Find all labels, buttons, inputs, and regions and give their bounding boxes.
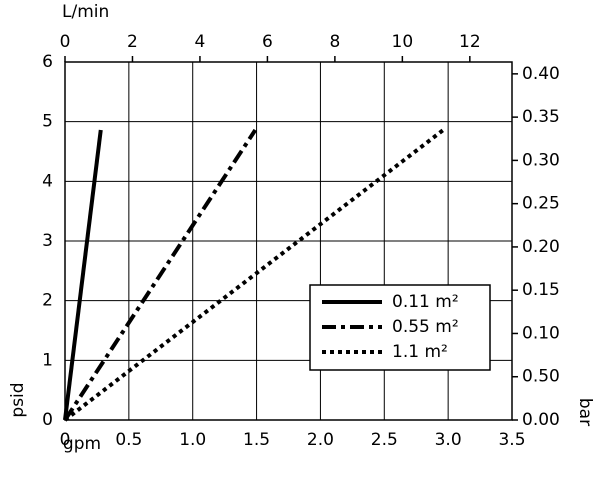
x2-tick-label: 2 [127,32,138,52]
y2-tick-label: 0.15 [522,280,560,300]
x-axis-label: gpm [63,434,101,454]
y-tick-label: 3 [42,231,53,251]
y-tick-label: 6 [42,52,53,72]
x2-tick-label: 6 [262,32,273,52]
y2-tick-label: 0.35 [522,107,560,127]
series-line [63,128,257,422]
y2-axis-label: bar [575,398,595,426]
series-line [63,129,103,421]
x2-tick-label: 8 [329,32,340,52]
legend-label: 0.55 m² [392,317,459,337]
x-tick-label: 2.5 [371,430,398,450]
x-tick-label: 0.5 [115,430,142,450]
x-tick-label: 3.0 [435,430,462,450]
x2-tick-label: 4 [195,32,206,52]
x-tick-label: 3.5 [498,430,525,450]
x2-tick-label: 0 [60,32,71,52]
plot-frame [64,61,513,421]
legend-label: 0.11 m² [392,292,459,312]
y2-tick-label: 0.10 [522,323,560,343]
legend-label: 1.1 m² [392,342,448,362]
y2-tick-label: 0.25 [522,194,560,214]
y-tick-label: 2 [42,291,53,311]
x2-tick-label: 10 [392,32,414,52]
y2-tick-label: 0.00 [522,410,560,430]
x-tick-label: 1.0 [179,430,206,450]
legend-box [309,284,491,371]
y-tick-label: 5 [42,112,53,132]
y2-tick-label: 0.30 [522,150,560,170]
series-line [63,126,447,422]
x-tick-label: 2.0 [307,430,334,450]
y-axis-label: psid [8,382,28,417]
x-tick-label: 0 [60,430,71,450]
y-tick-label: 1 [42,350,53,370]
y2-tick-label: 0.50 [522,367,560,387]
x2-axis-label: L/min [62,2,109,22]
y2-tick-label: 0.40 [522,64,560,84]
y-tick-label: 4 [42,171,53,191]
x2-tick-label: 12 [459,32,481,52]
y2-tick-label: 0.20 [522,237,560,257]
y-tick-label: 0 [42,410,53,430]
x-tick-label: 1.5 [243,430,270,450]
